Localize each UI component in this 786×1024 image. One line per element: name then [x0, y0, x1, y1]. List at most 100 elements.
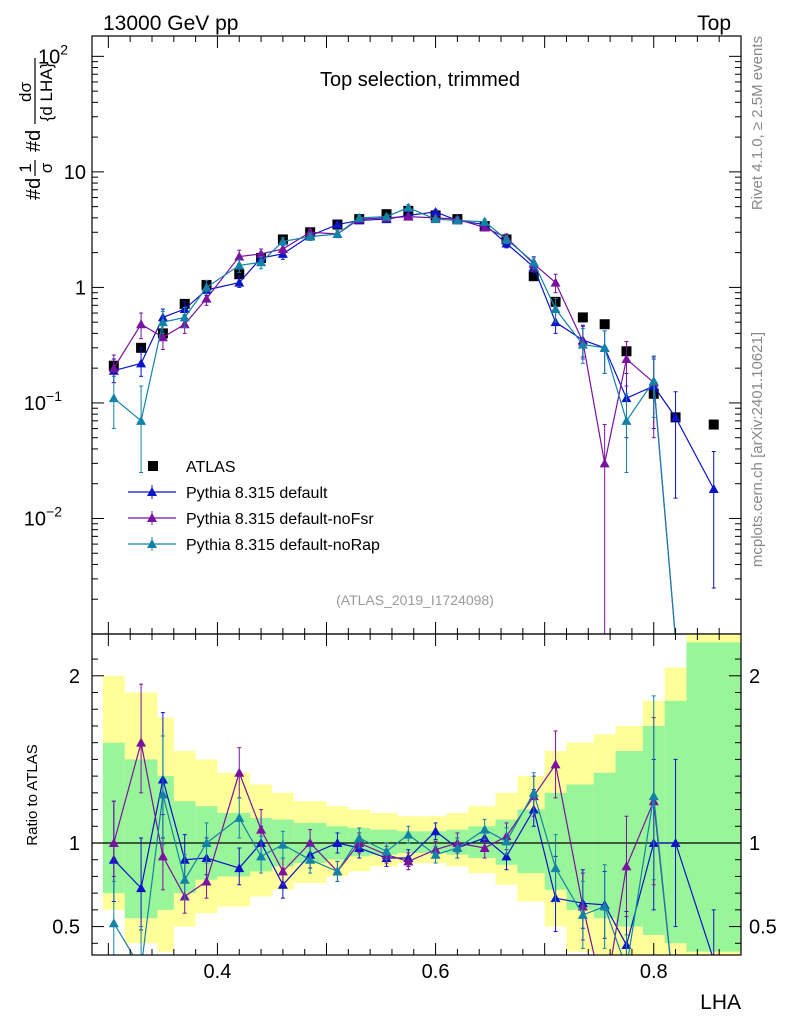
data-point	[381, 211, 392, 221]
data-point	[234, 251, 245, 261]
data-point	[332, 228, 343, 238]
ratio-point	[354, 832, 365, 842]
ratio-point	[600, 995, 610, 1004]
y-tick-label: 10	[64, 162, 86, 184]
ratio-point	[136, 737, 147, 747]
y-tick-label: 1	[75, 277, 86, 299]
legend: ATLAS Pythia 8.315 default Pythia 8.315 de…	[128, 459, 380, 554]
ratio-point	[430, 826, 441, 836]
ratio-point	[452, 843, 463, 852]
y-tick-label-base: 10	[24, 393, 46, 415]
legend-label-noFsr: Pythia 8.315 default-noFsr	[186, 511, 374, 528]
legend-marker-noRap	[147, 539, 157, 548]
data-point	[305, 231, 316, 241]
ratio-point	[577, 909, 588, 919]
main-y-axis-title: #d 1 σ #d dσ {d LHA}	[16, 58, 56, 200]
legend-label-default: Pythia 8.315 default	[186, 485, 328, 502]
y-tick-label: 10−1	[24, 388, 62, 415]
y-tick-label-base: 10	[38, 46, 60, 68]
ratio-y-axis-title: Ratio to ATLAS	[24, 744, 41, 845]
ratio-point	[479, 824, 490, 834]
ratio-point	[550, 759, 561, 769]
ratio-point	[234, 812, 245, 822]
ratio-point	[648, 791, 659, 801]
data-point	[234, 260, 245, 270]
data-point	[256, 257, 267, 267]
analysis-tag: (ATLAS_2019_I1724098)	[336, 592, 494, 608]
y-title-frac2-num: dσ	[16, 82, 35, 102]
y-title-frac2-den: {d LHA}	[37, 62, 56, 121]
y-title-frac1-num: 1	[16, 163, 35, 172]
header-left: 13000 GeV pp	[103, 12, 238, 35]
ratio-series-noRap	[108, 695, 681, 1013]
data-point	[403, 202, 414, 212]
data-point	[621, 415, 632, 425]
legend-marker-data	[148, 461, 158, 471]
ratio-y-tick-label-right: 1	[749, 833, 760, 855]
ratio-axes: 0.5 0.5 1 1 2 2 0.4 0.6 0.8	[52, 633, 777, 983]
ratio-point	[671, 1004, 681, 1013]
ratio-point	[108, 837, 119, 847]
ratio-y-tick-label-right: 0.5	[749, 917, 777, 939]
ratio-point	[277, 866, 288, 876]
ratio-point	[256, 824, 267, 834]
ratio-point	[108, 918, 119, 928]
data-point	[108, 393, 119, 403]
main-data-layer	[108, 202, 719, 634]
legend-marker-noFsr	[147, 513, 157, 522]
y-title-prefix: #d	[23, 178, 45, 200]
data-point	[430, 214, 441, 224]
main-panel: Top selection, trimmed (ATLAS_2019_I1724…	[24, 35, 742, 635]
ratio-point	[501, 836, 512, 846]
data-point	[136, 319, 147, 329]
ratio-point	[381, 846, 392, 856]
ratio-point	[277, 839, 288, 849]
data-point	[577, 339, 588, 349]
data-point	[157, 317, 168, 327]
main-title: Top selection, trimmed	[320, 69, 520, 91]
data-point	[550, 277, 561, 287]
data-point	[479, 216, 490, 226]
x-tick-label: 0.6	[422, 961, 450, 983]
ratio-y-tick-label-left: 2	[69, 666, 80, 688]
mcplots-label: mcplots.cern.ch [arXiv:2401.10621]	[749, 332, 766, 567]
ratio-panel: 0.5 0.5 1 1 2 2 0.4 0.6 0.8	[52, 633, 777, 1013]
ratio-point	[234, 767, 245, 777]
ratio-point	[136, 963, 146, 972]
band-green	[593, 772, 616, 919]
ratio-point	[157, 851, 168, 861]
data-point	[234, 269, 245, 280]
ratio-y-tick-label-left: 0.5	[52, 917, 80, 939]
data-point	[501, 234, 512, 244]
ratio-series-noFsr	[108, 683, 671, 1004]
rivet-label: Rivet 4.1.0, ≥ 2.5M events	[749, 36, 766, 210]
data-point	[136, 415, 147, 425]
data-point	[599, 342, 610, 352]
ratio-point	[256, 851, 267, 861]
ratio-point	[599, 901, 610, 911]
y-title-frac1-den: σ	[37, 162, 56, 173]
data-point	[201, 282, 212, 292]
data-point	[577, 312, 588, 323]
ratio-point	[157, 789, 168, 799]
ratio-point	[621, 963, 631, 972]
ratio-point	[201, 837, 212, 847]
data-point	[332, 219, 343, 229]
ratio-point	[403, 856, 414, 866]
data-point	[452, 215, 463, 225]
data-point	[277, 236, 288, 246]
legend-label-data: ATLAS	[186, 459, 236, 476]
y-tick-label-exponent: −2	[46, 503, 62, 519]
data-point	[528, 271, 539, 282]
ratio-point	[305, 837, 316, 847]
data-point	[201, 293, 212, 303]
ratio-point	[621, 861, 632, 871]
data-point	[550, 304, 561, 314]
header-right: Top	[697, 12, 731, 35]
data-point	[670, 412, 681, 422]
band-green	[370, 829, 398, 855]
ratio-point	[201, 876, 212, 886]
band-green	[686, 642, 741, 952]
x-tick-label: 0.8	[640, 961, 668, 983]
